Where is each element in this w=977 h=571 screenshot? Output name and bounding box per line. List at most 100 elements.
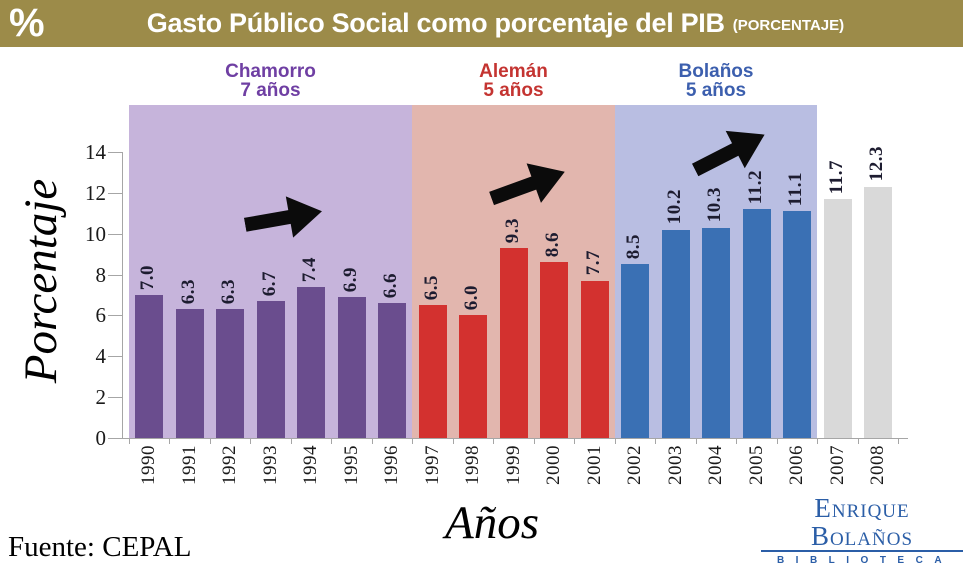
x-tick <box>128 438 130 444</box>
x-tick <box>574 438 576 444</box>
bar-1995 <box>337 297 366 438</box>
bar-value-label: 7.0 <box>137 264 158 290</box>
period-duration: 7 años <box>240 80 301 101</box>
x-tick <box>695 438 697 444</box>
bar-value-label: 6.3 <box>218 279 239 305</box>
bar-2002 <box>621 264 649 438</box>
x-tick-label: 1993 <box>259 445 281 485</box>
x-tick-label: 1992 <box>219 445 240 485</box>
y-tick <box>108 151 122 153</box>
bar-value-label: 6.3 <box>177 279 199 305</box>
bar-1996 <box>378 303 406 438</box>
x-tick <box>857 438 859 444</box>
bar-value-label: 6.0 <box>461 285 482 311</box>
x-tick <box>169 438 171 444</box>
y-axis-title: Porcentaje <box>15 178 67 384</box>
bar-value-label: 8.5 <box>623 234 644 260</box>
percent-logo: % <box>9 1 45 45</box>
x-tick <box>736 438 738 444</box>
bar-2008 <box>864 186 892 438</box>
y-tick <box>108 356 122 358</box>
y-tick <box>108 315 122 317</box>
bar-value-label: 6.5 <box>420 274 442 301</box>
bar-2005 <box>742 209 771 438</box>
x-tick <box>250 438 252 444</box>
bar-2007 <box>823 198 852 438</box>
trend-arrow-icon <box>484 150 575 225</box>
bar-value-label: 6.9 <box>339 266 361 293</box>
bar-1994 <box>297 286 325 438</box>
x-tick <box>655 438 657 444</box>
x-tick <box>614 438 616 444</box>
period-title-0: Chamorro 7 años <box>225 62 316 100</box>
x-axis-title: Años <box>445 497 539 549</box>
library-logo: Enrique Bolaños BIBLIOTECA <box>761 494 963 566</box>
trend-arrow-icon <box>241 189 327 253</box>
x-tick-label: 2007 <box>826 445 848 485</box>
x-tick-label: 2003 <box>664 445 686 485</box>
y-tick-label: 6 <box>95 303 107 328</box>
x-tick <box>371 438 373 444</box>
x-tick-label: 2002 <box>624 445 645 485</box>
bar-value-label: 6.6 <box>380 272 401 299</box>
y-tick <box>108 438 122 439</box>
logo-name: Enrique Bolaños <box>761 494 963 552</box>
period-name: Alemán <box>479 61 548 82</box>
x-tick <box>331 438 333 444</box>
y-tick-label: 0 <box>95 426 107 450</box>
y-tick <box>108 192 122 194</box>
period-name: Chamorro <box>225 61 316 82</box>
bar-value-label: 12.3 <box>866 146 887 182</box>
x-tick-label: 2004 <box>705 445 726 485</box>
bar-2006 <box>783 211 811 438</box>
x-tick <box>776 438 778 444</box>
bar-2004 <box>702 227 730 438</box>
y-tick-label: 10 <box>85 221 106 246</box>
x-tick <box>290 438 292 444</box>
period-title-2: Bolaños 5 años <box>679 62 754 100</box>
x-tick-label: 1998 <box>462 445 483 485</box>
period-duration: 5 años <box>685 80 747 101</box>
y-tick <box>108 233 122 235</box>
x-tick-label: 1999 <box>502 445 524 485</box>
bar-1999 <box>499 248 528 438</box>
y-tick <box>108 274 122 276</box>
bar-2001 <box>580 280 609 438</box>
chart-title-suffix: (PORCENTAJE) <box>732 17 845 34</box>
title-bar: % Gasto Público Social como porcentaje d… <box>0 0 963 47</box>
x-tick <box>817 438 819 444</box>
bar-1991 <box>175 309 204 438</box>
bar-2000 <box>540 262 568 438</box>
bar-value-label: 7.7 <box>582 250 604 276</box>
x-tick <box>412 438 414 444</box>
bar-value-label: 11.1 <box>785 172 806 207</box>
x-tick-label: 2006 <box>786 445 807 485</box>
x-tick-label: 2005 <box>745 445 767 485</box>
bar-value-label: 6.7 <box>258 270 280 297</box>
y-tick-label: 14 <box>85 139 106 164</box>
bar-1998 <box>459 315 487 438</box>
title-wrap: Gasto Público Social como porcentaje del… <box>147 0 844 47</box>
bar-value-label: 11.7 <box>825 159 847 194</box>
y-tick-label: 4 <box>95 344 107 369</box>
x-tick-label: 1996 <box>381 445 402 485</box>
bar-value-label: 8.6 <box>542 232 563 258</box>
bar-1992 <box>216 309 244 438</box>
bar-1993 <box>256 301 285 438</box>
bar-value-label: 10.2 <box>663 189 685 225</box>
x-tick <box>898 438 900 444</box>
x-tick-label: 1997 <box>421 445 443 485</box>
x-tick-label: 2001 <box>583 445 605 485</box>
x-tick <box>493 438 495 444</box>
x-tick <box>452 438 454 444</box>
x-tick-label: 1991 <box>178 445 200 485</box>
bar-value-label: 7.4 <box>299 256 320 282</box>
bar-1997 <box>418 305 447 438</box>
bar-value-label: 11.2 <box>744 169 766 205</box>
chart-title: Gasto Público Social como porcentaje del… <box>146 8 725 38</box>
x-tick-label: 1995 <box>340 445 362 485</box>
logo-subtitle: BIBLIOTECA <box>776 555 954 566</box>
source-note: Fuente: CEPAL <box>8 531 192 563</box>
period-title-1: Alemán 5 años <box>479 62 548 100</box>
arrow-shape <box>243 196 322 238</box>
